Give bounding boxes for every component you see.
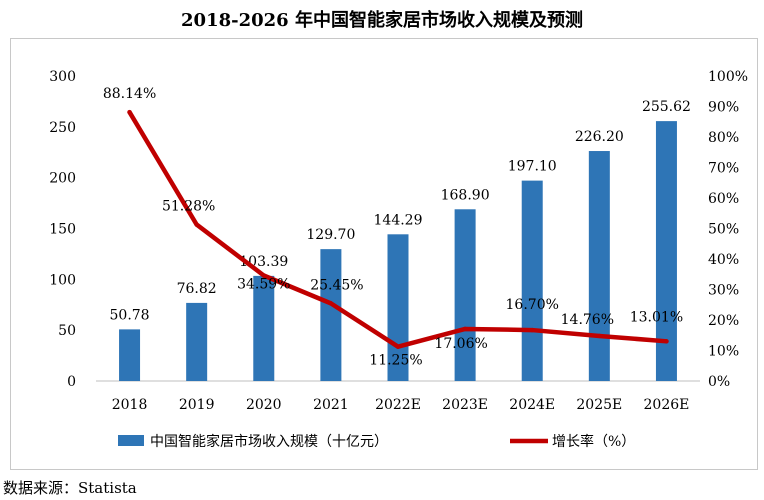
bar-label-2021: 129.70 — [306, 227, 355, 243]
x-tick-2024E: 2024E — [509, 397, 555, 413]
bar-series — [119, 121, 677, 382]
bar-label-2018: 50.78 — [110, 307, 150, 323]
y-right-tick-0%: 0% — [708, 374, 730, 390]
line-value-labels: 88.14% 51.28% 34.59% 25.45% 11.25% 17.06% 16.7… — [103, 86, 683, 369]
line-point-2024E — [530, 327, 535, 333]
line-label-2022E: 11.25% — [369, 353, 422, 369]
line-label-2018: 88.14% — [103, 86, 156, 102]
x-tick-2023E: 2023E — [442, 397, 488, 413]
bar-label-2026E: 255.62 — [642, 99, 691, 115]
line-label-2024E: 16.70% — [506, 297, 559, 313]
y-right-tick-10%: 10% — [708, 344, 739, 360]
line-point-2023E — [462, 326, 468, 332]
bar-2023E — [454, 209, 476, 381]
legend-line-label: 增长率（%） — [552, 433, 635, 450]
x-tick-2026E: 2026E — [644, 397, 690, 413]
x-tick-2018: 2018 — [112, 397, 148, 413]
chart-frame — [10, 38, 758, 470]
x-tick-2022E: 2022E — [375, 397, 421, 413]
line-point-2021 — [328, 301, 334, 306]
y-left-tick-50: 50 — [58, 323, 76, 339]
chart-canvas: 50.7876.82103.39129.70144.29168.90197.10… — [49, 69, 748, 450]
line-point-2026E — [664, 339, 669, 344]
line-point-2022E — [395, 344, 401, 349]
y-right-tick-50%: 50% — [708, 222, 739, 238]
legend-bar-label: 中国智能家居市场收入规模（十亿元） — [150, 433, 388, 450]
legend-bar-swatch — [118, 435, 144, 446]
line-label-2025E: 14.76% — [561, 312, 614, 328]
x-tick-2019: 2019 — [179, 397, 215, 413]
bar-2026E — [655, 121, 677, 382]
tick-labels: 0 50 100 150 200 250 300 0% 10% 20% 30% 40% 50% 60% 70… — [49, 69, 748, 413]
y-right-tick-30%: 30% — [708, 283, 739, 299]
bar-label-2019: 76.82 — [177, 281, 217, 297]
line-point-2018 — [127, 109, 132, 115]
y-right-tick-90%: 90% — [708, 100, 739, 116]
y-left-tick-150: 150 — [49, 222, 76, 238]
bar-2020 — [253, 275, 275, 381]
y-right-tick-70%: 70% — [708, 161, 739, 177]
line-point-2025E — [597, 333, 602, 339]
x-tick-2021: 2021 — [313, 397, 349, 413]
source-note: 数据来源：Statista — [3, 479, 137, 497]
bar-2021 — [320, 249, 342, 381]
y-left-tick-300: 300 — [49, 69, 76, 85]
bar-2025E — [588, 151, 610, 381]
x-tick-2025E: 2025E — [576, 397, 622, 413]
y-right-tick-80%: 80% — [708, 130, 739, 146]
y-right-tick-40%: 40% — [708, 252, 739, 268]
line-label-2019: 51.28% — [162, 199, 215, 215]
line-label-2023E: 17.06% — [434, 336, 487, 352]
line-series — [127, 109, 669, 349]
bar-2019 — [186, 302, 208, 381]
y-left-tick-200: 200 — [49, 171, 76, 187]
line-point-2020 — [261, 273, 266, 278]
line-label-2021: 25.45% — [310, 277, 363, 293]
x-tick-2020: 2020 — [246, 397, 282, 413]
chart-title: 2018-2026 年中国智能家居市场收入规模及预测 — [181, 10, 583, 31]
y-left-tick-250: 250 — [49, 120, 76, 136]
y-left-tick-100: 100 — [49, 272, 76, 288]
y-left-tick-0: 0 — [67, 374, 76, 390]
line-label-2020: 34.59% — [237, 277, 290, 293]
legend: 中国智能家居市场收入规模（十亿元） 增长率（%） — [118, 433, 635, 450]
line-label-2026E: 13.01% — [630, 309, 683, 325]
bar-label-2023E: 168.90 — [441, 187, 490, 203]
y-right-tick-100%: 100% — [708, 69, 748, 85]
bar-2018 — [119, 329, 141, 381]
bar-2024E — [521, 180, 543, 381]
bar-label-2024E: 197.10 — [508, 159, 557, 175]
y-right-tick-20%: 20% — [708, 313, 739, 329]
y-right-tick-60%: 60% — [708, 191, 739, 207]
bar-label-2022E: 144.29 — [374, 212, 423, 228]
line-point-2019 — [194, 222, 199, 227]
bar-label-2025E: 226.20 — [575, 129, 624, 145]
